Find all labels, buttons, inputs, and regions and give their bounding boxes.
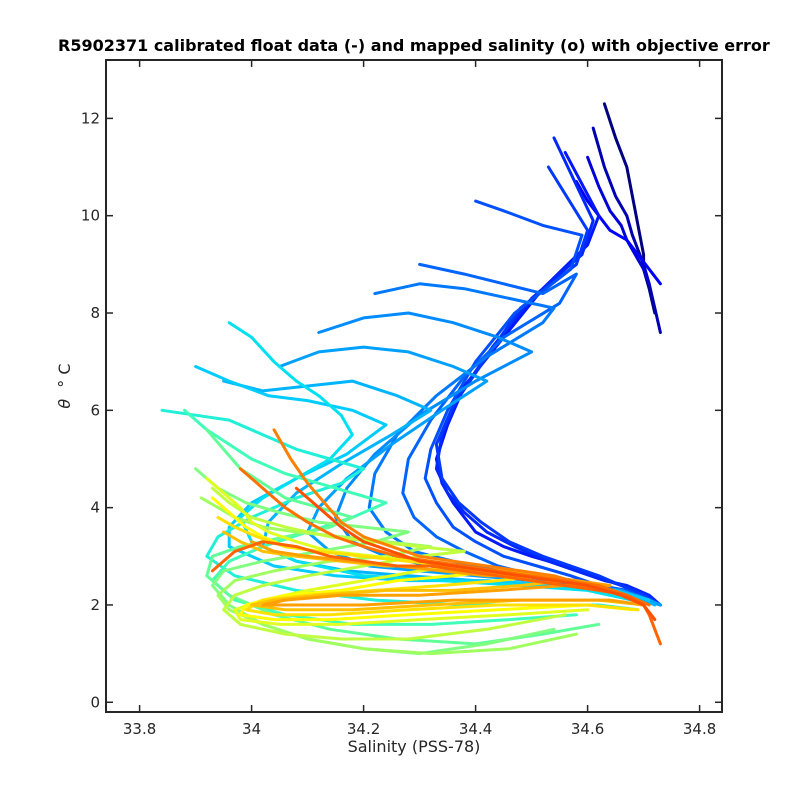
chart-title-text: R5902371 calibrated float data (-) and m…	[58, 36, 770, 55]
profile-line-15	[227, 321, 634, 602]
profile-line-28	[238, 467, 651, 607]
profile-line-21	[210, 486, 567, 641]
plot-frame	[105, 59, 723, 713]
x-axis: 33.8 34 34.2 34.4 34.6 34.8	[123, 60, 716, 738]
x-tick-label: 34.8	[683, 720, 716, 738]
profile-line-20	[199, 496, 578, 656]
series-layer	[160, 102, 662, 656]
y-tick-label: 0	[90, 693, 100, 711]
y-axis-label-unit: ° C	[55, 363, 74, 387]
y-axis: 0 2 4 6 8 10 12	[81, 109, 722, 711]
y-tick-label: 6	[90, 401, 100, 419]
x-tick-label: 34	[242, 720, 261, 738]
y-axis-label-symbol: θ	[55, 399, 74, 409]
profile-line-30	[294, 486, 657, 622]
svg-text:θ ° C: θ ° C	[55, 363, 74, 408]
chart-title: R5902371 calibrated float data (-) and m…	[0, 36, 800, 56]
y-tick-label: 10	[81, 207, 100, 225]
profile-line-2	[591, 126, 662, 334]
profile-line-4	[574, 180, 662, 286]
x-tick-label: 34.6	[571, 720, 604, 738]
y-tick-label: 2	[90, 596, 100, 614]
profile-line-22	[205, 476, 590, 626]
y-tick-label: 8	[90, 304, 100, 322]
x-tick-label: 34.4	[459, 720, 492, 738]
x-tick-label: 33.8	[123, 720, 156, 738]
y-tick-label: 12	[81, 109, 100, 127]
x-axis-label: Salinity (PSS-78)	[348, 737, 481, 756]
y-axis-label: θ ° C	[55, 363, 74, 408]
y-tick-label: 4	[90, 499, 100, 517]
x-tick-label: 34.2	[347, 720, 380, 738]
